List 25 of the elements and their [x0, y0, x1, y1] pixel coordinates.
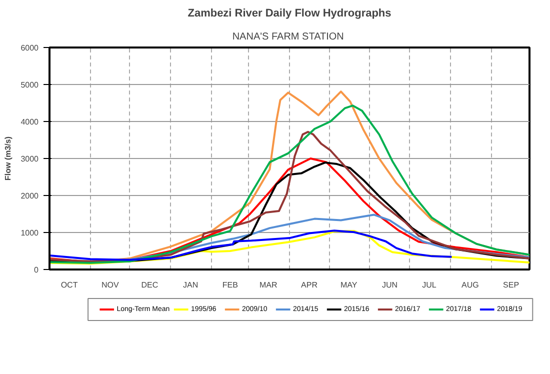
x-tick-label: OCT: [60, 280, 78, 290]
y-tick-label: 6000: [20, 44, 40, 52]
y-tick-label: 0: [34, 266, 40, 274]
chart-subtitle: NANA'S FARM STATION: [232, 32, 344, 42]
x-tick-label: JAN: [183, 280, 198, 290]
x-tick-label: FEB: [222, 280, 238, 290]
line-series: [50, 130, 530, 262]
x-tick-label: SEP: [503, 280, 520, 290]
y-tick-label: 4000: [20, 118, 40, 126]
x-tick-label: MAY: [340, 280, 358, 290]
x-tick-label: NOV: [101, 280, 120, 290]
chart-title: Zambezi River Daily Flow Hydrographs: [188, 8, 392, 20]
x-tick-label: JUL: [422, 280, 437, 290]
y-tick-label: 2000: [20, 192, 40, 200]
x-tick-label: DEC: [141, 280, 158, 290]
y-tick-label: 1000: [20, 228, 40, 238]
x-tick-label: JUN: [382, 280, 398, 290]
line-series: [50, 230, 453, 261]
y-tick-label: 3000: [20, 154, 40, 164]
x-tick-label: MAR: [260, 280, 278, 290]
y-axis-title: Flow (m3/s): [4, 136, 13, 180]
x-tick-label: APR: [301, 280, 318, 290]
x-tick-label: AUG: [461, 280, 479, 290]
line-series: [50, 230, 530, 265]
y-tick-label: 5000: [20, 80, 40, 90]
